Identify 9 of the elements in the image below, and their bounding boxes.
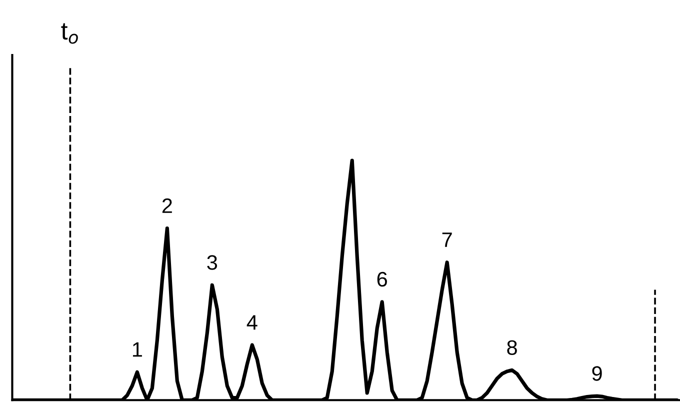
- annotation: 6: [377, 272, 387, 287]
- annotation: 3: [207, 255, 218, 270]
- annotation: 9: [592, 366, 602, 381]
- annotation: 2: [162, 198, 172, 213]
- annotation: 4: [246, 315, 258, 330]
- annotation: 1: [132, 342, 142, 357]
- text: t$_{o}$: [61, 23, 78, 44]
- annotation: 7: [442, 232, 452, 247]
- annotation: 8: [507, 340, 517, 355]
